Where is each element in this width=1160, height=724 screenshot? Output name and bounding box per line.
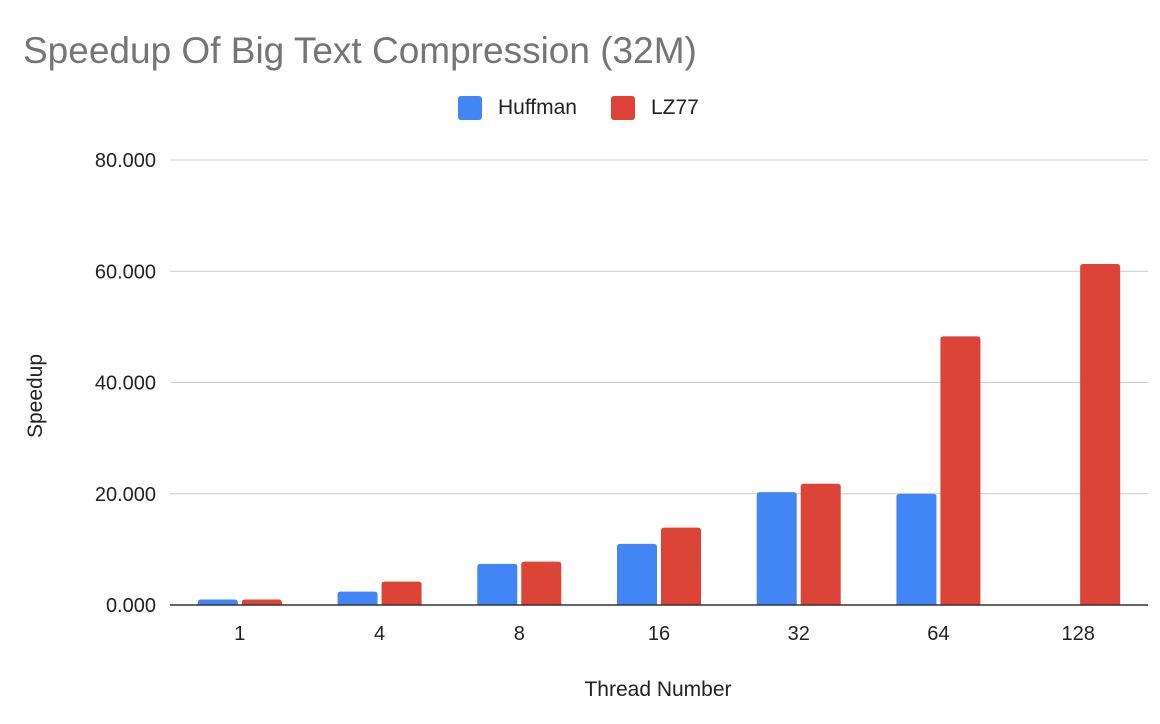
- bar-lz77-8: [521, 561, 562, 605]
- bar-lz77-128: [1080, 264, 1121, 605]
- x-tick-label: 64: [927, 623, 949, 645]
- bar-lz77-1: [241, 599, 282, 605]
- x-tick-label: 32: [788, 623, 810, 645]
- bar-lz77-32: [800, 483, 841, 605]
- bar-lz77-4: [381, 581, 422, 605]
- bar-huffman-4: [337, 591, 378, 605]
- x-tick-label: 1: [234, 623, 245, 645]
- y-tick-label: 80.000: [95, 150, 156, 172]
- x-tick-label: 16: [648, 623, 670, 645]
- legend-label-lz77: LZ77: [651, 96, 699, 119]
- x-tick-label: 4: [374, 623, 385, 645]
- y-tick-label: 0.000: [106, 595, 156, 617]
- bar-huffman-8: [477, 563, 518, 605]
- x-tick-label: 128: [1061, 623, 1094, 645]
- bar-huffman-64: [896, 493, 937, 605]
- legend-label-huffman: Huffman: [498, 96, 577, 119]
- chart-legend: Huffman LZ77: [458, 96, 733, 120]
- bar-huffman-16: [617, 543, 657, 605]
- y-tick-label: 60.000: [95, 261, 156, 283]
- chart-title: Speedup Of Big Text Compression (32M): [23, 30, 697, 71]
- x-axis-title: Thread Number: [584, 678, 732, 701]
- y-tick-label: 20.000: [95, 484, 156, 506]
- y-tick-label: 40.000: [95, 373, 156, 395]
- legend-item-huffman: Huffman: [458, 96, 577, 120]
- bar-lz77-16: [661, 527, 701, 605]
- bar-huffman-1: [197, 599, 238, 605]
- x-tick-label: 8: [514, 623, 525, 645]
- legend-swatch-huffman: [458, 96, 482, 120]
- legend-item-lz77: LZ77: [611, 96, 699, 120]
- bar-lz77-64: [940, 336, 981, 605]
- bar-huffman-32: [756, 492, 797, 605]
- legend-swatch-lz77: [611, 96, 635, 120]
